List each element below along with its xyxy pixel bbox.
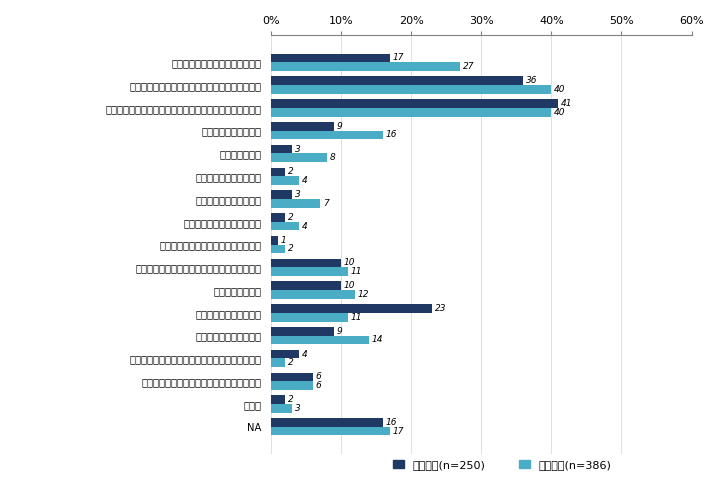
Text: 3: 3 [294,145,300,154]
Bar [271,145,292,154]
Bar [271,395,285,404]
Bar [271,282,341,290]
Legend: ３年未満(n=250), ３年以上(n=386): ３年未満(n=250), ３年以上(n=386) [389,455,616,474]
Text: 9: 9 [337,122,342,131]
Text: 12: 12 [358,290,369,299]
Bar [271,335,369,344]
Bar [271,304,432,313]
Text: 7: 7 [323,199,329,208]
Bar [271,381,313,390]
Text: 4: 4 [302,350,307,359]
Bar [271,167,285,176]
Bar [271,418,383,427]
Text: 27: 27 [463,62,475,71]
Text: 2: 2 [288,213,294,222]
Bar [271,130,383,139]
Text: 1: 1 [281,236,287,245]
Text: 6: 6 [316,381,322,390]
Bar [271,222,299,230]
Bar [271,99,558,108]
Text: 3: 3 [294,404,300,413]
Bar [271,350,299,359]
Bar [271,154,327,162]
Text: 41: 41 [561,99,573,108]
Text: 4: 4 [302,222,307,231]
Text: 14: 14 [372,335,384,344]
Bar [271,213,285,222]
Text: 8: 8 [330,153,336,162]
Text: 17: 17 [393,426,404,436]
Bar [271,372,313,381]
Text: 3: 3 [294,190,300,199]
Text: 2: 2 [288,167,294,176]
Text: 2: 2 [288,395,294,404]
Bar [271,85,551,94]
Text: 16: 16 [386,418,397,427]
Bar [271,290,355,299]
Bar [271,108,551,117]
Bar [271,267,348,276]
Text: 11: 11 [351,313,362,322]
Text: 23: 23 [435,304,446,313]
Text: 4: 4 [302,176,307,185]
Text: 2: 2 [288,245,294,253]
Bar [271,190,292,199]
Bar [271,259,341,267]
Bar [271,236,278,245]
Text: 16: 16 [386,130,397,139]
Bar [271,404,292,412]
Text: 17: 17 [393,53,404,63]
Bar [271,176,299,185]
Text: 40: 40 [554,108,565,117]
Bar [271,54,390,62]
Text: 6: 6 [316,372,322,381]
Bar [271,313,348,322]
Text: 10: 10 [344,281,355,290]
Bar [271,327,334,335]
Bar [271,122,334,130]
Text: 2: 2 [288,358,294,367]
Bar [271,427,390,435]
Text: 9: 9 [337,327,342,336]
Bar [271,245,285,253]
Text: 36: 36 [526,76,538,85]
Bar [271,359,285,367]
Text: 10: 10 [344,258,355,267]
Bar [271,77,523,85]
Bar [271,199,320,207]
Bar [271,62,461,71]
Text: 40: 40 [554,85,565,94]
Text: 11: 11 [351,267,362,276]
